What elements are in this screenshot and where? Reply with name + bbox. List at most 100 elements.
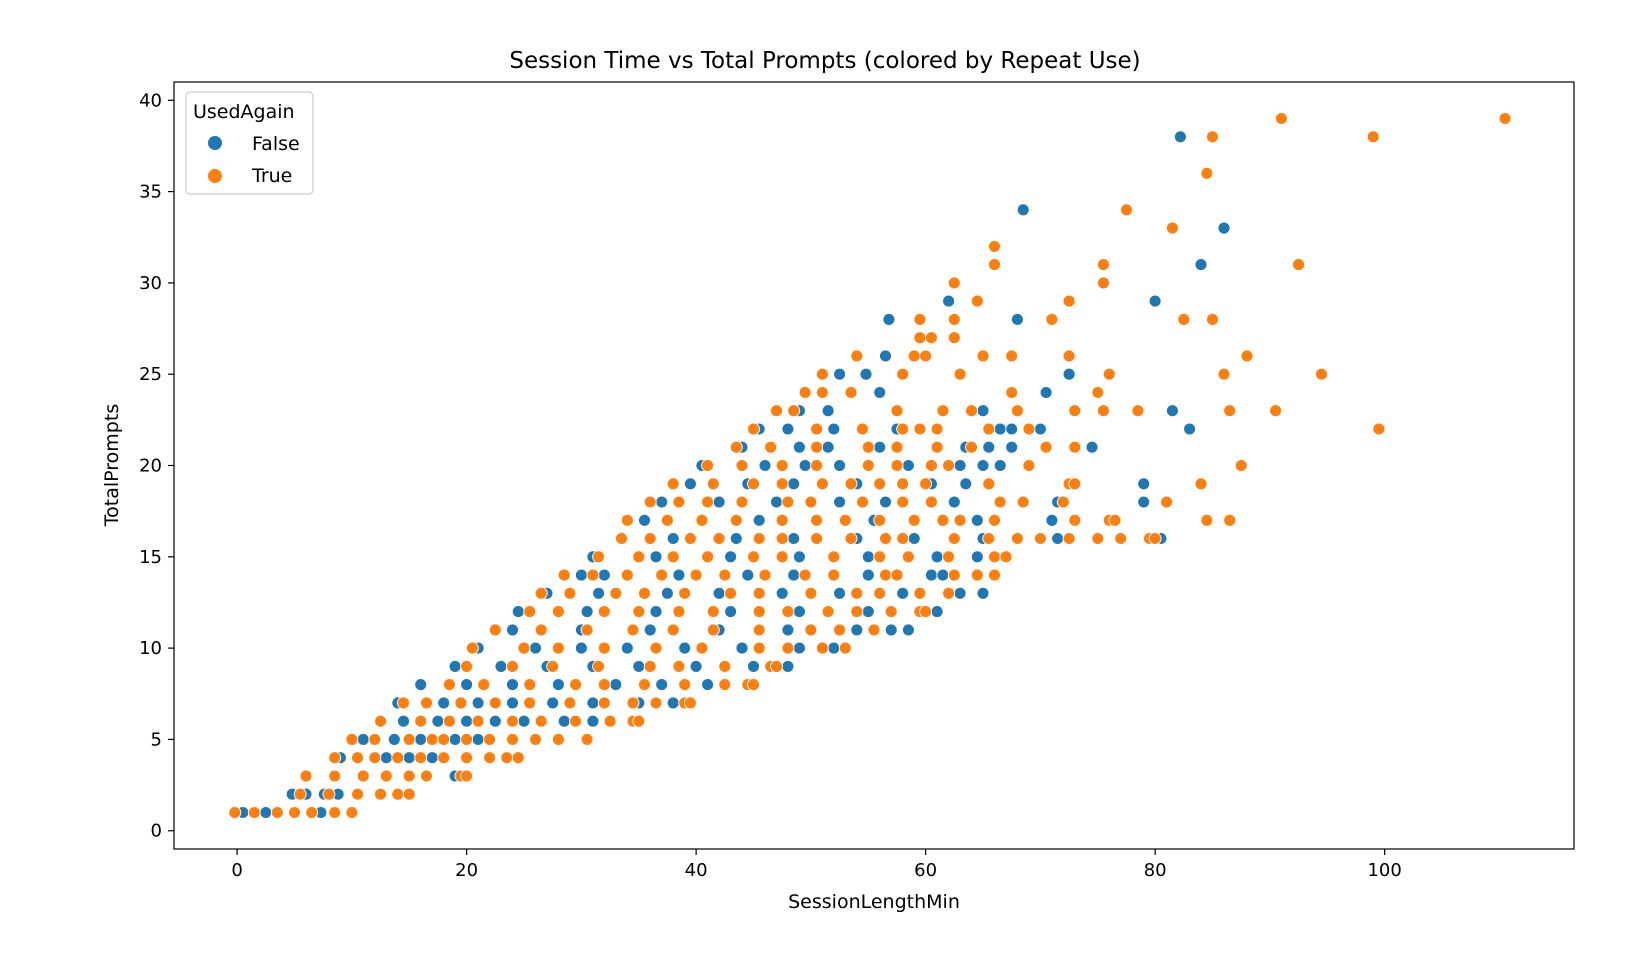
point-true bbox=[678, 586, 692, 600]
point-true bbox=[632, 714, 646, 728]
point-true bbox=[999, 550, 1013, 564]
point-true bbox=[1165, 221, 1179, 235]
point-true bbox=[942, 586, 956, 600]
point-true bbox=[919, 349, 933, 363]
point-true bbox=[557, 568, 571, 582]
point-true bbox=[420, 769, 433, 783]
point-false bbox=[620, 641, 634, 655]
legend-label-true: True bbox=[251, 165, 292, 187]
point-true bbox=[397, 696, 410, 710]
point-false bbox=[833, 459, 847, 472]
point-false bbox=[460, 678, 474, 692]
point-true bbox=[666, 477, 680, 491]
point-true bbox=[328, 751, 342, 765]
point-true bbox=[1292, 258, 1306, 272]
point-true bbox=[247, 806, 261, 819]
point-true bbox=[597, 641, 611, 655]
point-true bbox=[718, 678, 732, 692]
point-true bbox=[523, 696, 537, 710]
point-true bbox=[1097, 276, 1110, 290]
point-false bbox=[649, 605, 663, 619]
point-true bbox=[953, 367, 967, 381]
point-true bbox=[488, 696, 502, 710]
point-true bbox=[1200, 513, 1214, 527]
point-true bbox=[1372, 422, 1386, 436]
point-true bbox=[649, 641, 663, 655]
point-true bbox=[488, 623, 502, 637]
point-false bbox=[672, 568, 686, 582]
point-false bbox=[976, 586, 990, 600]
point-true bbox=[1062, 349, 1076, 363]
point-false bbox=[712, 586, 726, 600]
point-true bbox=[844, 477, 858, 491]
point-true bbox=[414, 714, 428, 728]
point-true bbox=[660, 513, 674, 527]
point-true bbox=[965, 440, 978, 454]
point-true bbox=[517, 641, 531, 655]
y-tick-label: 0 bbox=[151, 821, 162, 842]
point-true bbox=[414, 751, 428, 765]
point-true bbox=[322, 787, 336, 801]
point-false bbox=[833, 367, 847, 381]
y-tick-label: 30 bbox=[139, 273, 162, 294]
point-false bbox=[833, 586, 847, 600]
point-false bbox=[414, 732, 428, 746]
point-false bbox=[1085, 440, 1099, 454]
point-true bbox=[529, 732, 542, 746]
point-true bbox=[735, 495, 749, 509]
point-false bbox=[792, 440, 806, 454]
point-true bbox=[1108, 513, 1122, 527]
point-true bbox=[672, 495, 686, 509]
point-false bbox=[655, 495, 669, 509]
point-true bbox=[506, 714, 519, 728]
point-true bbox=[391, 751, 405, 765]
point-true bbox=[351, 751, 365, 765]
point-true bbox=[712, 532, 726, 545]
point-false bbox=[976, 459, 990, 472]
point-true bbox=[368, 751, 382, 765]
point-false bbox=[884, 623, 898, 637]
point-true bbox=[632, 605, 646, 619]
point-true bbox=[1016, 495, 1030, 509]
point-true bbox=[729, 440, 743, 454]
point-false bbox=[683, 477, 697, 491]
point-false bbox=[431, 714, 445, 728]
point-false bbox=[896, 586, 910, 600]
point-false bbox=[758, 459, 772, 472]
point-true bbox=[775, 459, 789, 472]
point-false bbox=[1194, 258, 1208, 272]
x-tick-label: 40 bbox=[685, 860, 708, 881]
y-tick-label: 35 bbox=[139, 182, 162, 203]
point-true bbox=[563, 696, 577, 710]
point-true bbox=[1194, 477, 1208, 491]
point-true bbox=[810, 440, 824, 454]
point-false bbox=[873, 386, 887, 399]
point-true bbox=[890, 404, 904, 418]
point-false bbox=[792, 641, 806, 655]
point-true bbox=[798, 568, 812, 582]
point-true bbox=[821, 605, 835, 619]
point-false bbox=[970, 513, 984, 527]
point-true bbox=[460, 751, 474, 765]
point-true bbox=[597, 605, 611, 619]
point-true bbox=[1068, 477, 1082, 491]
point-true bbox=[1206, 130, 1219, 144]
point-true bbox=[856, 495, 869, 509]
point-true bbox=[873, 513, 887, 527]
point-true bbox=[1010, 532, 1024, 545]
point-true bbox=[672, 605, 686, 619]
point-false bbox=[460, 714, 474, 728]
point-true bbox=[787, 404, 801, 418]
point-true bbox=[626, 623, 640, 637]
x-tick-label: 80 bbox=[1144, 860, 1167, 881]
point-false bbox=[1051, 532, 1065, 545]
point-false bbox=[1137, 495, 1151, 509]
point-true bbox=[947, 568, 961, 582]
point-false bbox=[574, 568, 588, 582]
legend-marker-true bbox=[208, 169, 222, 183]
point-true bbox=[770, 404, 783, 418]
point-true bbox=[1240, 349, 1254, 363]
point-false bbox=[387, 732, 401, 746]
point-false bbox=[1183, 422, 1197, 436]
point-true bbox=[1120, 203, 1133, 217]
